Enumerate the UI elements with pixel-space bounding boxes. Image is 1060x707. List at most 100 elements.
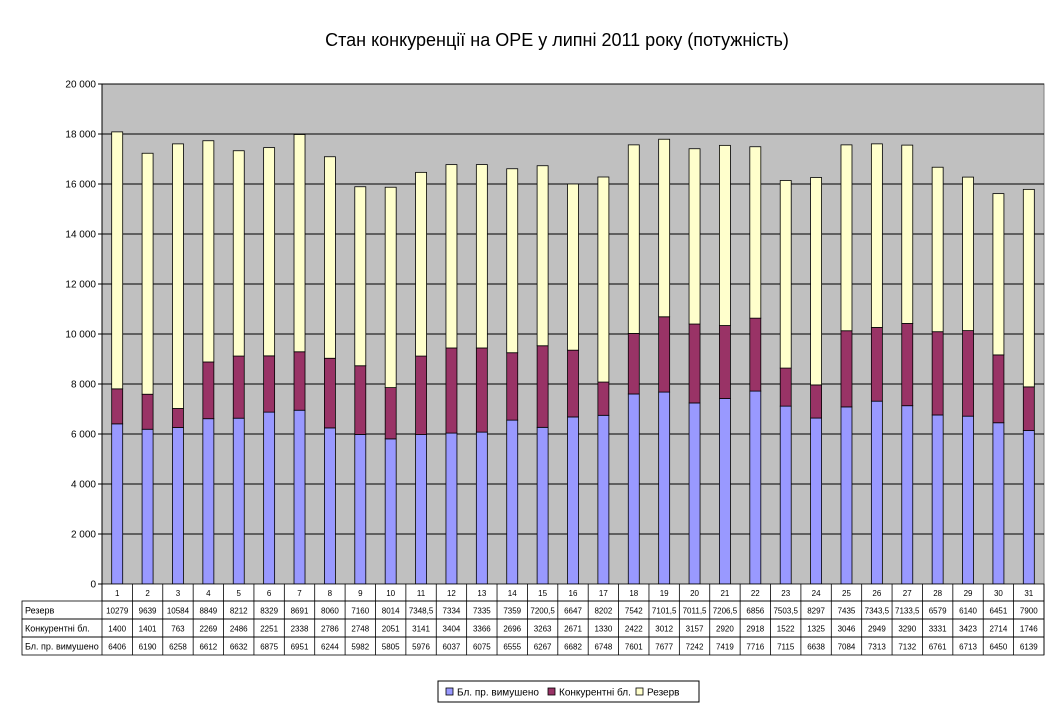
table-cell: 6267 [534,643,552,652]
table-cell: 7503,5 [773,607,798,616]
bar-segment-s2-11 [415,171,427,357]
table-cell: 2696 [503,625,521,634]
bar-segment-s0-9 [354,434,367,585]
x-category-label: 30 [994,589,1003,598]
bar-segment-s0-26 [870,400,883,585]
bar-segment-s1-17 [597,381,610,416]
y-tick-label: 18 000 [65,130,96,141]
bar-segment-s1-29 [962,330,974,417]
bar-segment-s0-31 [1022,430,1035,585]
table-cell: 3423 [959,625,977,634]
bar-segment-s1-28 [931,331,944,416]
bar-segment-s1-4 [202,361,215,420]
bar-segment-s0-12 [445,432,458,585]
bar-segment-s0-7 [293,409,306,585]
bar-segment-s2-6 [263,147,276,357]
bar-segment-s0-6 [263,411,276,585]
table-cell: 6579 [929,607,947,616]
table-cell: 6632 [230,643,248,652]
y-tick-label: 6 000 [71,430,96,441]
x-category-label: 19 [660,589,669,598]
bar-segment-s0-3 [172,427,184,585]
bar-segment-s1-3 [172,408,184,428]
bar-segment-s1-25 [840,330,853,408]
table-cell: 8297 [807,607,825,616]
table-row-label: Бл. пр. вимушено [25,642,99,652]
legend-label: Конкурентні бл. [559,687,631,699]
chart-title: Стан конкуренції на ОРЕ у липні 2011 рок… [325,30,789,50]
table-cell: 7242 [686,643,704,652]
bar-segment-s0-13 [475,431,488,585]
x-category-label: 11 [417,589,426,598]
table-cell: 2338 [291,625,309,634]
bar-segment-s1-9 [354,365,367,435]
table-cell: 7132 [898,643,916,652]
table-cell: 8691 [291,607,309,616]
table-cell: 6406 [108,643,126,652]
bar-segment-s2-10 [384,186,397,389]
x-category-label: 18 [629,589,638,598]
y-axis: 0 2 000 4 000 6 000 8 000 10 000 12 000 14 000 1… [65,80,103,591]
bar-segment-s1-1 [111,388,124,425]
table-cell: 8849 [199,607,217,616]
table-cell: 3404 [443,625,461,634]
table-cell: 1400 [108,625,126,634]
bar-segment-s0-1 [111,423,124,585]
bar-segment-s0-8 [324,427,336,585]
table-cell: 2748 [351,625,369,634]
table-cell: 7313 [868,643,886,652]
table-cell: 2786 [321,625,339,634]
bar-segment-s2-18 [627,144,640,334]
bar-segment-s0-29 [962,415,974,585]
x-category-label: 8 [328,589,333,598]
bar-segment-s1-12 [445,347,458,434]
table-cell: 6856 [746,607,764,616]
legend: Бл. пр. вимушено Конкурентні бл. Резерв [437,680,700,703]
x-category-label: 13 [477,589,486,598]
bar-segment-s0-10 [384,438,397,585]
table-cell: 7419 [716,643,734,652]
table-cell: 1401 [139,625,157,634]
bar-segment-s2-5 [232,150,245,357]
table-cell: 7716 [746,643,764,652]
table-cell: 6951 [291,643,309,652]
bar-segment-s2-21 [719,144,731,326]
table-cell: 6612 [199,643,217,652]
y-tick-label: 10 000 [65,330,96,341]
table-cell: 2671 [564,625,582,634]
x-category-label: 24 [812,589,821,598]
x-category-label: 31 [1024,589,1033,598]
x-category-label: 20 [690,589,699,598]
y-tick-label: 8 000 [71,380,96,391]
x-category-label: 7 [297,589,302,598]
table-cell: 6451 [990,607,1008,616]
bar-segment-s2-15 [536,165,549,347]
bar-segment-s1-23 [779,367,792,407]
x-category-label: 27 [903,589,912,598]
bar-segment-s2-31 [1022,188,1035,388]
bar-segment-s2-23 [779,180,792,369]
bar-segment-s2-7 [293,134,306,353]
x-category-label: 10 [386,589,395,598]
table-cell: 7677 [655,643,673,652]
table-cell: 6748 [594,643,612,652]
bar-segment-s0-18 [627,393,640,585]
table-cell: 6140 [959,607,977,616]
bar-segment-s1-24 [810,384,822,419]
bar-segment-s2-26 [870,143,883,328]
table-cell: 1746 [1020,625,1038,634]
table-cell: 7115 [777,643,795,652]
bar-segment-s2-13 [475,164,488,349]
bar-segment-s1-5 [232,355,245,419]
bar-segment-s2-28 [931,166,944,333]
bar-segment-s0-21 [719,398,731,585]
bar-segment-s1-20 [688,323,701,404]
table-cell: 8202 [594,607,612,616]
bar-segment-s0-16 [567,416,579,585]
bar-segment-s1-15 [536,345,549,428]
table-cell: 3290 [898,625,916,634]
bar-segment-s2-17 [597,176,610,383]
x-category-label: 16 [569,589,578,598]
bar-segment-s2-27 [901,144,914,324]
